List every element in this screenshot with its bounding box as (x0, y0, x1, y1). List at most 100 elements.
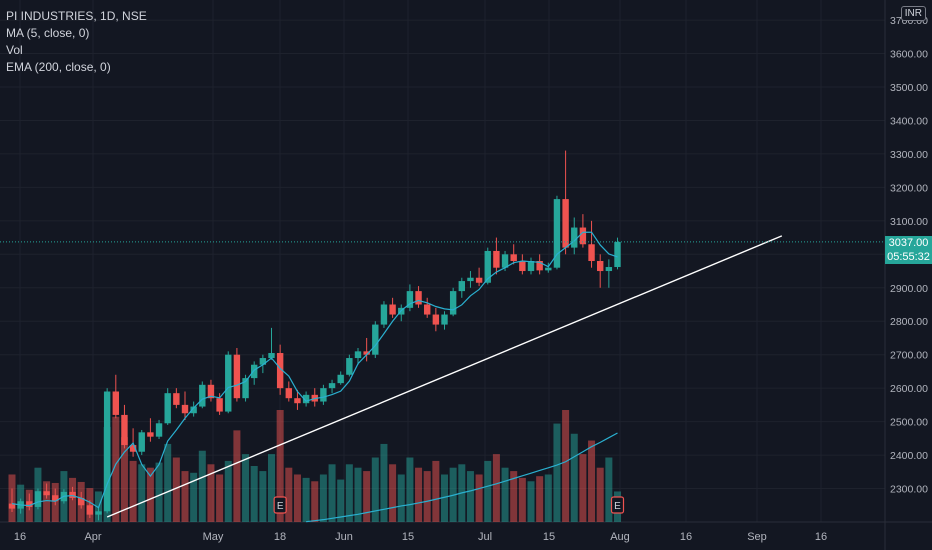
y-tick-label: 2500.00 (890, 417, 928, 429)
volume-bar (371, 457, 379, 522)
candle-body (103, 391, 111, 512)
candle-body (458, 281, 465, 292)
candle-body (519, 261, 526, 272)
candle-body (129, 445, 137, 452)
x-tick-label: 18 (274, 531, 286, 543)
candle-body (346, 358, 353, 375)
legend-ema[interactable]: EMA (200, close, 0) (6, 60, 111, 74)
legend-ma[interactable]: MA (5, close, 0) (6, 26, 90, 40)
candle-body (26, 501, 33, 507)
candle-body (95, 511, 102, 515)
volume-bar (112, 416, 120, 522)
volume-bar (250, 466, 258, 522)
candle-body (372, 324, 379, 355)
candle-body (34, 491, 42, 507)
volume-bar (492, 454, 500, 522)
x-tick-label: 15 (402, 531, 414, 543)
candle-body (484, 250, 491, 283)
legend-vol[interactable]: Vol (6, 43, 23, 57)
candle-body (545, 267, 552, 271)
volume-bar (129, 460, 137, 522)
candle-body (441, 314, 448, 325)
trendline (106, 235, 783, 518)
volume-bar (138, 464, 146, 522)
ema-path (306, 432, 618, 523)
volume-bar (242, 454, 250, 522)
y-tick-label: 2400.00 (890, 450, 928, 462)
earnings-marker-label: E (277, 501, 284, 512)
candle-body (363, 351, 370, 355)
candle-body (320, 388, 327, 402)
earnings-marker-label: E (614, 501, 621, 512)
volume-bar (146, 467, 154, 522)
candle-body (614, 241, 621, 268)
y-tick-label: 3300.00 (890, 149, 928, 161)
candle-body (562, 199, 569, 248)
x-tick-label: Jul (478, 531, 492, 543)
volume-bar (518, 477, 526, 522)
candle-body (199, 384, 206, 407)
volume-bars (8, 410, 621, 522)
volume-bar (181, 471, 189, 522)
volume-bar (207, 464, 215, 522)
volume-bar (579, 454, 587, 522)
y-tick-label: 3100.00 (890, 216, 928, 228)
volume-bar (43, 481, 51, 522)
ema-line (306, 432, 618, 523)
candle-body (597, 261, 604, 272)
volume-bar (363, 471, 371, 522)
candle-body (251, 364, 258, 379)
candle-body (276, 353, 284, 389)
candle-body (493, 250, 500, 268)
y-tick-label: 2700.00 (890, 350, 928, 362)
y-tick-label: 3600.00 (890, 49, 928, 61)
candle-body (501, 254, 509, 268)
volume-bar (432, 460, 440, 522)
candle-body (415, 291, 422, 305)
candle-body (8, 503, 16, 509)
legend-symbol[interactable]: PI INDUSTRIES, 1D, NSE (6, 9, 147, 23)
volume-bar (285, 467, 293, 522)
volume-bar (354, 467, 362, 522)
candle-body (216, 398, 223, 412)
candle-body (389, 304, 396, 315)
y-tick-label: 3200.00 (890, 182, 928, 194)
x-tick-label: Apr (84, 531, 101, 543)
candle-body (259, 358, 267, 365)
candle-body (467, 277, 474, 282)
countdown-label: 05:55:32 (885, 250, 932, 264)
candle-body (337, 374, 344, 384)
ma-line (11, 231, 618, 509)
volume-bar (224, 460, 232, 522)
legend: PI INDUSTRIES, 1D, NSE MA (5, close, 0) … (6, 8, 147, 76)
candle-body (406, 291, 414, 308)
candle-body (294, 398, 301, 404)
candle-body (579, 227, 587, 245)
volume-bar (553, 423, 561, 522)
x-tick-label: 16 (815, 531, 827, 543)
candle-body (207, 384, 215, 399)
x-tick-label: 16 (14, 531, 26, 543)
volume-bar (527, 481, 535, 522)
x-tick-label: Sep (747, 531, 767, 543)
y-tick-label: 2600.00 (890, 383, 928, 395)
candles (8, 150, 621, 521)
candle-body (164, 393, 171, 424)
x-tick-label: May (203, 531, 224, 543)
volume-bar (276, 410, 284, 522)
volume-bar (380, 443, 388, 522)
volume-bar (475, 474, 483, 522)
volume-bar (415, 467, 423, 522)
volume-bar (605, 457, 613, 522)
time-axis: 16 Apr May 18 Jun 15 Jul 15 Aug 16 Sep 16 (14, 531, 827, 543)
trendline-segment (106, 235, 783, 518)
earnings-marker (273, 496, 287, 514)
volume-bar (216, 474, 224, 522)
currency-badge[interactable]: INR (900, 6, 926, 21)
volume-bar (389, 464, 397, 522)
candle-body (147, 432, 154, 437)
volume-bar (190, 472, 198, 522)
